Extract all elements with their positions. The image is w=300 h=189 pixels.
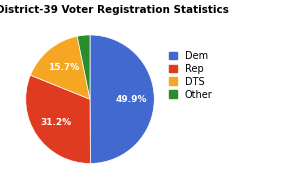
Text: 15.7%: 15.7% [48, 63, 79, 72]
Wedge shape [77, 35, 90, 99]
Legend: Dem, Rep, DTS, Other: Dem, Rep, DTS, Other [167, 49, 214, 101]
Wedge shape [90, 35, 154, 163]
Text: 31.2%: 31.2% [40, 118, 71, 127]
Text: 49.9%: 49.9% [116, 94, 148, 104]
Wedge shape [30, 36, 90, 99]
Title: Senate District-39 Voter Registration Statistics: Senate District-39 Voter Registration St… [0, 5, 229, 15]
Wedge shape [26, 75, 90, 163]
